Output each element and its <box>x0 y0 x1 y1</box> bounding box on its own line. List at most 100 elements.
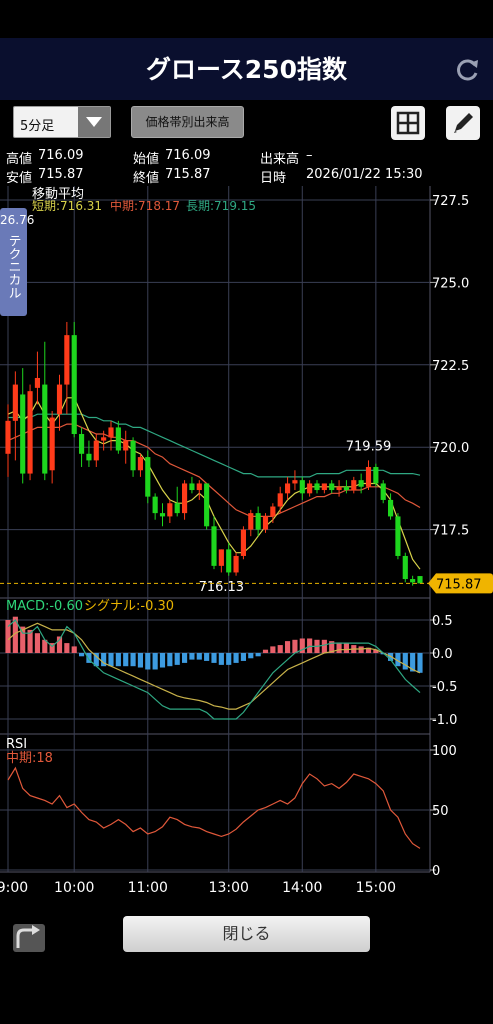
macd-histogram-bar <box>211 653 217 663</box>
macd-signal-line <box>7 622 421 710</box>
ma-legend-label: 中期:718.17 <box>110 198 180 213</box>
y-tick-label: 727.5 <box>432 194 469 209</box>
candle <box>86 453 92 461</box>
price-band-volume-button[interactable]: 価格帯別出来高 <box>131 106 244 138</box>
candle <box>5 420 11 454</box>
price-annotation: 719.59 <box>346 440 392 455</box>
candle <box>130 440 136 471</box>
macd-histogram-bar <box>226 653 232 665</box>
candle <box>115 427 121 451</box>
macd-y-tick-label: 0.5 <box>432 614 453 629</box>
macd-histogram-bar <box>417 653 423 673</box>
macd-histogram-bar <box>5 620 11 653</box>
macd-histogram-bar <box>101 653 107 667</box>
macd-histogram-bar <box>262 649 269 653</box>
macd-y-tick-label: -1.0 <box>432 713 457 728</box>
candle <box>248 513 254 530</box>
close-label: 終値 <box>133 171 160 186</box>
x-tick-label: 11:00 <box>128 880 168 896</box>
ma-title: 移動平均 <box>32 187 84 202</box>
macd-histogram-bar <box>410 653 416 672</box>
status-bar <box>0 0 493 38</box>
macd-histogram-bar <box>204 653 210 661</box>
candle <box>292 480 298 484</box>
candle <box>373 466 379 484</box>
high-label: 高値 <box>6 152 33 167</box>
macd-histogram-bar <box>299 638 305 653</box>
candle <box>321 483 327 491</box>
candle <box>314 483 320 491</box>
candle <box>402 555 408 580</box>
macd-line <box>7 619 421 720</box>
macd-histogram-bar <box>27 629 33 653</box>
macd-histogram-bar <box>365 647 372 653</box>
volume-value: – <box>306 148 313 163</box>
price-annotation: 716.13 <box>199 580 245 595</box>
candle <box>108 427 114 438</box>
candle <box>42 384 48 474</box>
candle <box>387 499 394 517</box>
macd-histogram-bar <box>292 639 298 653</box>
candle <box>49 417 55 471</box>
datetime-value: 2026/01/22 15:30 <box>306 167 423 182</box>
ma-legend-label: 短期:716.31 <box>32 199 102 213</box>
close-button[interactable]: 閉じる <box>123 916 370 952</box>
macd-histogram-bar <box>240 653 247 661</box>
macd-histogram-bar <box>336 642 342 653</box>
macd-histogram-bar <box>78 653 85 657</box>
candle <box>233 555 239 573</box>
x-tick-label: 14:00 <box>282 880 322 896</box>
macd-signal-label: シグナル:-0.30 <box>84 599 174 614</box>
stock-chart[interactable]: 727.5 725.0 722.5 720.0 717.5 0.5 0.0 -0.5 -1.0 1… <box>0 186 493 905</box>
close-value: 715.87 <box>165 167 211 182</box>
macd-histogram-bar <box>130 653 136 667</box>
candle <box>56 384 63 415</box>
rsi-mid-label: 中期:18 <box>6 751 53 766</box>
macd-histogram-bar <box>34 633 41 653</box>
x-tick-label: 10:00 <box>54 880 94 896</box>
low-label: 安値 <box>6 171 33 186</box>
candle <box>145 457 151 497</box>
draw-button[interactable] <box>446 106 480 140</box>
interval-select[interactable]: 5分足 <box>13 106 111 138</box>
rsi-title: RSI <box>6 737 27 752</box>
candle <box>64 335 70 385</box>
macd-y-tick-label: 0.0 <box>432 647 453 662</box>
macd-histogram-bar <box>20 626 26 653</box>
back-icon[interactable] <box>10 918 48 954</box>
rsi-y-tick-label: 100 <box>432 744 457 759</box>
high-value: 716.09 <box>38 148 84 163</box>
candle <box>395 516 401 556</box>
x-tick-label: 09:00 <box>0 880 28 896</box>
open-value: 716.09 <box>165 148 211 163</box>
refresh-icon[interactable] <box>453 56 481 84</box>
macd-histogram-bar <box>12 616 18 653</box>
x-tick-label: 15:00 <box>356 880 396 896</box>
technical-tab-value: 26.76 <box>0 213 34 227</box>
macd-histogram-bar <box>64 643 70 653</box>
candle <box>240 529 247 556</box>
candle <box>12 384 18 421</box>
macd-histogram-bar <box>93 653 99 667</box>
layout-grid-button[interactable] <box>391 106 425 140</box>
candle <box>351 480 357 491</box>
macd-histogram-bar <box>321 639 327 653</box>
candle <box>101 437 107 441</box>
candle <box>174 503 180 514</box>
macd-histogram-bar <box>329 641 335 653</box>
macd-label: MACD:-0.60 <box>6 599 83 614</box>
candle <box>262 516 269 530</box>
chevron-down-icon <box>78 107 110 137</box>
bottom-bar: 閉じる <box>0 905 493 965</box>
page-title: グロース250指数 <box>146 55 347 84</box>
y-tick-label: 720.0 <box>432 441 469 456</box>
macd-histogram-bar <box>277 645 283 653</box>
title-bar: グロース250指数 <box>0 38 493 100</box>
candle <box>167 503 173 517</box>
macd-histogram-bar <box>395 653 401 667</box>
candle <box>277 493 283 507</box>
macd-histogram-bar <box>174 653 180 665</box>
technical-tab <box>0 208 27 316</box>
candle <box>299 480 305 494</box>
grid-icon <box>396 111 420 135</box>
